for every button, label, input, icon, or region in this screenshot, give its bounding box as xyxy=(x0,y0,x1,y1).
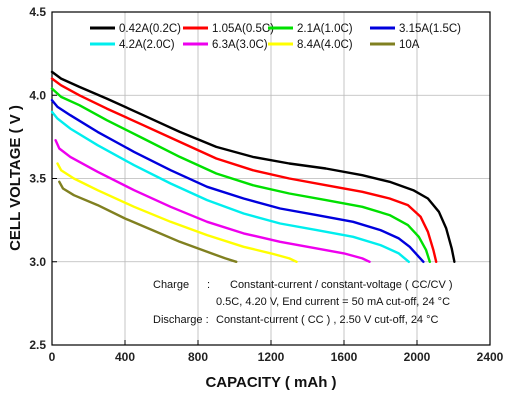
legend-label-2: 1.05A(0.5C) xyxy=(212,23,274,35)
series-line-1 xyxy=(50,70,456,263)
y-tick-label: 4.0 xyxy=(29,88,46,102)
x-tick-label: 800 xyxy=(188,350,208,364)
x-tick-label: 2400 xyxy=(477,350,504,364)
discharge-line: Constant-current ( CC ) , 2.50 V cut-off… xyxy=(216,314,439,326)
x-tick-label: 1200 xyxy=(258,350,285,364)
series-line-6 xyxy=(54,138,371,263)
x-tick-label: 1600 xyxy=(331,350,358,364)
x-tick-label: 2000 xyxy=(404,350,431,364)
legend: 0.42A(0.2C) 1.05A(0.5C) 2.1A(1.0C) 3.15A(1.… xyxy=(90,23,461,51)
legend-label-4: 3.15A(1.5C) xyxy=(399,23,461,35)
charge-line-2: 0.5C, 4.20 V, End current = 50 mA cut-of… xyxy=(216,296,450,308)
series-line-5 xyxy=(50,110,410,263)
charge-colon: : xyxy=(207,279,210,291)
series-layer xyxy=(50,70,456,263)
axis-ticks: 0 400 800 1200 1600 2000 2400 2.5 3.0 3.5 4.0 4.5 xyxy=(29,5,503,364)
legend-label-3: 2.1A(1.0C) xyxy=(297,23,353,35)
charge-label: Charge xyxy=(153,279,189,291)
charge-line-1: Constant-current / constant-voltage ( CC… xyxy=(230,279,453,291)
legend-label-5: 4.2A(2.0C) xyxy=(119,39,175,51)
legend-label-8: 10A xyxy=(399,39,420,51)
test-conditions-note: Charge : Constant-current / constant-vol… xyxy=(153,279,453,326)
y-tick-label: 4.5 xyxy=(29,5,46,19)
series-line-8 xyxy=(58,180,238,263)
legend-label-6: 6.3A(3.0C) xyxy=(212,39,268,51)
y-tick-label: 3.5 xyxy=(29,172,46,186)
x-tick-label: 400 xyxy=(115,350,135,364)
y-axis-title: CELL VOLTAGE ( V ) xyxy=(7,105,24,251)
series-line-2 xyxy=(50,77,438,263)
discharge-label: Discharge : xyxy=(153,314,209,326)
x-tick-label: 0 xyxy=(49,350,56,364)
x-axis-title: CAPACITY ( mAh ) xyxy=(205,374,336,391)
legend-label-7: 8.4A(4.0C) xyxy=(297,39,353,51)
series-line-7 xyxy=(56,162,298,263)
series-line-4 xyxy=(50,98,425,263)
y-tick-label: 2.5 xyxy=(29,338,46,352)
legend-label-1: 0.42A(0.2C) xyxy=(119,23,181,35)
grid-lines xyxy=(52,12,490,345)
series-line-3 xyxy=(50,87,431,263)
y-tick-label: 3.0 xyxy=(29,255,46,269)
